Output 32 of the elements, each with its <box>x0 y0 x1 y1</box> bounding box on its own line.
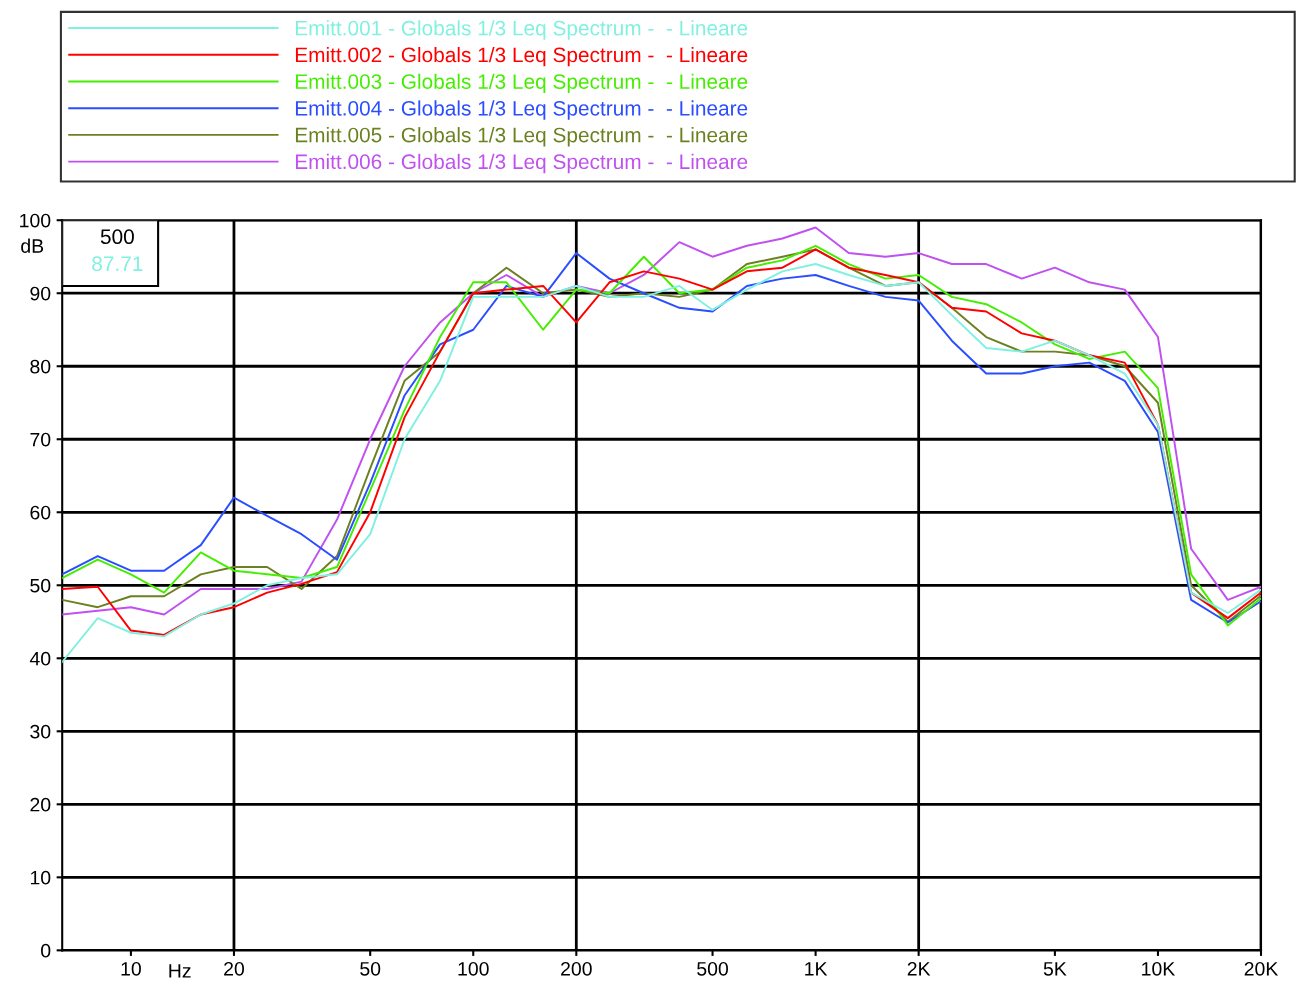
x-tick-label: 2K <box>907 961 931 976</box>
y-tick-label: 0 <box>41 943 51 958</box>
y-tick-label: 60 <box>30 505 51 520</box>
x-tick-label: 100 <box>458 961 489 976</box>
x-tick-label: 20 <box>224 961 245 976</box>
x-tick-label: 50 <box>360 961 381 976</box>
text: Emitt.001 - Globals 1/3 Leq Spectrum - - Lineare <box>295 20 748 40</box>
y-axis-title: dB <box>21 238 44 253</box>
x-tick-label: 500 <box>697 961 729 976</box>
x-tick-label: 20K <box>1244 961 1279 976</box>
y-tick-label: 80 <box>30 359 51 374</box>
annotation: 87.71 <box>92 256 143 272</box>
text: Emitt.006 - Globals 1/3 Leq Spectrum - - Lineare <box>295 153 748 174</box>
x-tick-label: 200 <box>561 961 592 976</box>
text: Emitt.002 - Globals 1/3 Leq Spectrum - - Lineare <box>295 46 748 67</box>
y-tick-label: 10 <box>30 870 51 885</box>
y-tick-label: 30 <box>30 724 51 739</box>
x-tick-label: 5K <box>1043 962 1067 976</box>
x-tick-label: 10K <box>1142 961 1176 976</box>
y-tick-label: 50 <box>30 578 51 593</box>
x-tick-label: 10 <box>121 961 141 976</box>
y-tick-label: 20 <box>30 797 51 812</box>
text: Emitt.005 - Globals 1/3 Leq Spectrum - - Lineare <box>295 127 748 147</box>
x-tick-label: 1K <box>805 962 828 976</box>
text: Emitt.003 - Globals 1/3 Leq Spectrum - - Lineare <box>295 73 748 94</box>
x-axis-title: Hz <box>169 964 191 978</box>
y-tick-label: 100 <box>20 213 51 228</box>
annotation: 500 <box>100 229 134 245</box>
y-tick-label: 40 <box>29 651 51 666</box>
y-tick-label: 70 <box>30 432 51 447</box>
y-tick-label: 90 <box>30 286 51 301</box>
text: Emitt.004 - Globals 1/3 Leq Spectrum - - Lineare <box>295 100 748 120</box>
